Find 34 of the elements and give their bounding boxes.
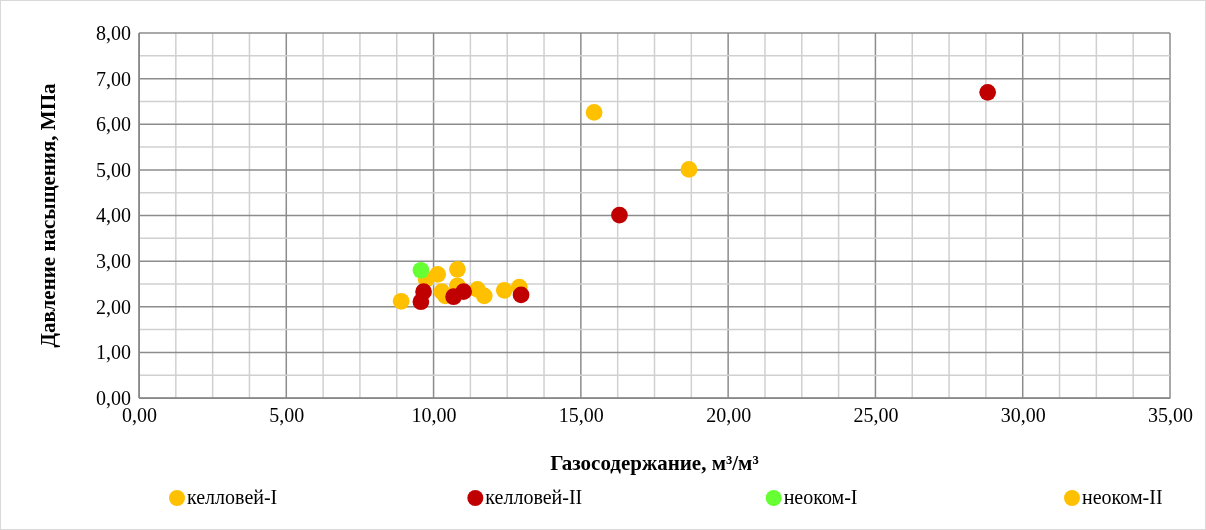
- y-axis-title: Давление насыщения, МПа: [36, 83, 60, 348]
- point: [412, 261, 430, 279]
- y-tick-label: 2,00: [96, 295, 131, 318]
- x-tick-label: 5,00: [269, 404, 305, 427]
- point: [449, 260, 466, 278]
- point: [455, 283, 472, 301]
- point: [412, 293, 430, 311]
- x-tick-label: 10,00: [411, 404, 457, 427]
- point: [512, 286, 530, 304]
- x-tick-label: 25,00: [853, 404, 899, 427]
- point: [611, 206, 628, 224]
- y-tick-label: 6,00: [96, 113, 131, 136]
- y-tick-label: 7,00: [96, 67, 131, 90]
- legend-label: келловей-II: [485, 486, 583, 508]
- point: [495, 281, 513, 299]
- x-axis-title: Газосодержание, м³/м³: [550, 451, 759, 475]
- x-tick-label: 15,00: [558, 404, 604, 427]
- legend-label: неоком-II: [1082, 486, 1163, 508]
- y-tick-label: 3,00: [96, 250, 131, 273]
- y-tick-label: 1,00: [96, 341, 131, 364]
- x-tick-label: 30,00: [1000, 404, 1046, 427]
- legend-label: неоком-I: [783, 486, 858, 508]
- point: [585, 104, 603, 121]
- point: [392, 292, 410, 310]
- y-tick-label: 4,00: [96, 204, 131, 227]
- point: [979, 83, 997, 101]
- legend-label: келловей-I: [187, 486, 278, 508]
- y-tick-label: 5,00: [96, 158, 131, 181]
- y-tick-label: 8,00: [96, 21, 131, 44]
- x-tick-label: 20,00: [706, 404, 752, 427]
- point: [475, 287, 493, 305]
- point: [680, 161, 698, 178]
- x-tick-label: 35,00: [1148, 404, 1193, 427]
- point: [429, 266, 447, 283]
